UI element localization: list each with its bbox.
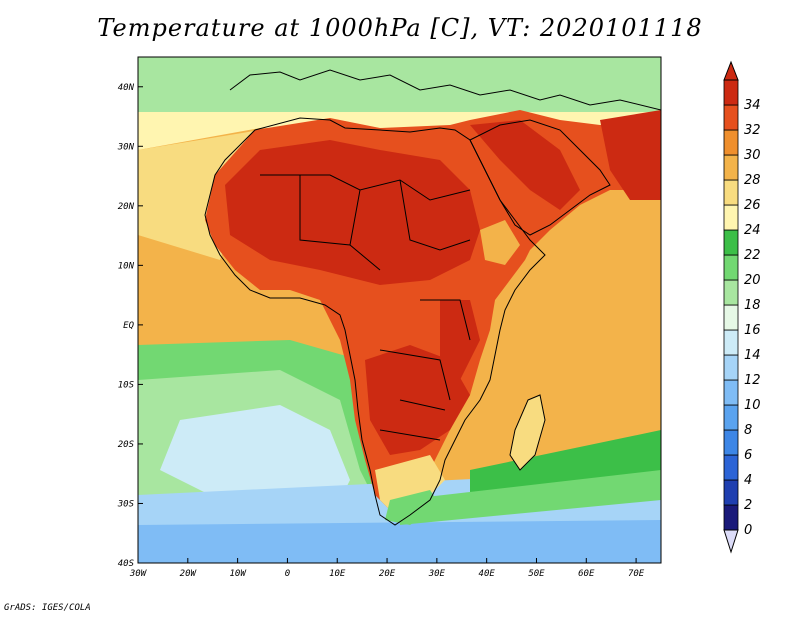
x-tick-label: 10W <box>229 569 247 579</box>
colorbar-label: 32 <box>744 123 761 138</box>
colorbar-segment <box>723 329 739 356</box>
colorbar-segment <box>723 429 739 456</box>
map-title: Temperature at 1000hPa [C], VT: 20201011… <box>97 14 703 42</box>
field-arabia-core <box>470 120 580 210</box>
colorbar-segment <box>723 254 739 281</box>
colorbar-label: 14 <box>744 348 761 363</box>
colorbar-segment <box>723 79 739 106</box>
x-tick-label: 20E <box>379 569 396 579</box>
field-southern-africa-cool <box>385 490 440 525</box>
colorbar-label: 4 <box>744 473 752 488</box>
field-south-atlantic-10 <box>138 520 661 563</box>
x-tick-label: 20W <box>180 569 198 579</box>
colorbar-segment <box>723 204 739 231</box>
field-east-africa-core <box>440 300 480 380</box>
colorbar-segment <box>723 504 739 531</box>
colorbar-segment <box>723 129 739 156</box>
x-tick-label: 40E <box>479 569 496 579</box>
colorbar-segment <box>723 479 739 506</box>
x-tick-label: 10E <box>329 569 346 579</box>
field-iran-region <box>600 110 661 200</box>
colorbar-segment <box>723 379 739 406</box>
colorbar-segment <box>723 454 739 481</box>
field-madagascar <box>510 395 545 470</box>
x-tick-label: 60E <box>578 569 595 579</box>
colorbar-label: 20 <box>744 273 761 288</box>
grads-credit: GrADS: IGES/COLA <box>4 603 91 613</box>
y-tick-label: 40N <box>118 83 135 93</box>
field-indian-ocean-south-2 <box>400 470 661 525</box>
colorbar-segment <box>723 179 739 206</box>
colorbar-label: 18 <box>744 298 761 313</box>
x-tick-label: 0 <box>285 569 290 579</box>
x-tick-label: 70E <box>628 569 645 579</box>
colorbar-label: 8 <box>744 423 752 438</box>
colorbar-label: 22 <box>744 248 761 263</box>
x-tick-label: 50E <box>528 569 545 579</box>
colorbar-segment <box>723 354 739 381</box>
plot-frame <box>137 56 662 564</box>
y-tick-label: 40S <box>118 559 135 569</box>
arabia-coastline <box>469 119 611 236</box>
y-tick-label: 10S <box>118 380 135 390</box>
country-borders <box>260 174 471 441</box>
field-ethiopian-highlands <box>480 220 520 265</box>
y-tick-label: 30N <box>117 142 135 152</box>
map-axes: 30W 20W 10W 0 10E 20E 30E 40E 50E 60E 70E 40N 30N 20N… <box>117 83 645 579</box>
temperature-field <box>138 57 661 563</box>
y-tick-label: 20S <box>118 440 135 450</box>
colorbar-label: 6 <box>744 448 752 463</box>
x-tick-label: 30W <box>129 569 148 579</box>
colorbar-label: 0 <box>744 523 752 538</box>
europe-coastline <box>229 69 661 111</box>
colorbar-min-arrow <box>723 529 739 554</box>
madagascar-coastline <box>509 394 546 471</box>
colorbar-segment <box>723 154 739 181</box>
colorbar-segment <box>723 404 739 431</box>
colorbar-label: 26 <box>744 198 761 213</box>
colorbar-label: 28 <box>744 173 761 188</box>
y-tick-label: EQ <box>123 321 134 331</box>
field-south-atlantic-14 <box>160 405 350 500</box>
x-tick-label: 30E <box>428 569 446 579</box>
field-southern-africa-core <box>365 345 470 455</box>
colorbar-label: 30 <box>744 148 761 163</box>
colorbar-label: 34 <box>744 98 761 113</box>
africa-coastline <box>204 117 546 526</box>
colorbar-max-arrow <box>723 60 739 81</box>
y-tick-label: 30S <box>117 499 135 509</box>
colorbar-segment <box>723 229 739 256</box>
field-sahara-core <box>225 140 480 285</box>
colorbar-segment <box>723 104 739 131</box>
y-tick-label: 10N <box>118 261 135 271</box>
colorbar-segment <box>723 304 739 331</box>
colorbar-label: 2 <box>744 498 752 513</box>
colorbar-label: 24 <box>744 223 761 238</box>
colorbar-label: 16 <box>744 323 761 338</box>
colorbar-label: 12 <box>744 373 761 388</box>
field-north-cool <box>138 57 661 112</box>
colorbar-label: 10 <box>744 398 761 413</box>
colorbar-segment <box>723 279 739 306</box>
y-tick-label: 20N <box>118 202 135 212</box>
coastlines <box>204 69 661 526</box>
